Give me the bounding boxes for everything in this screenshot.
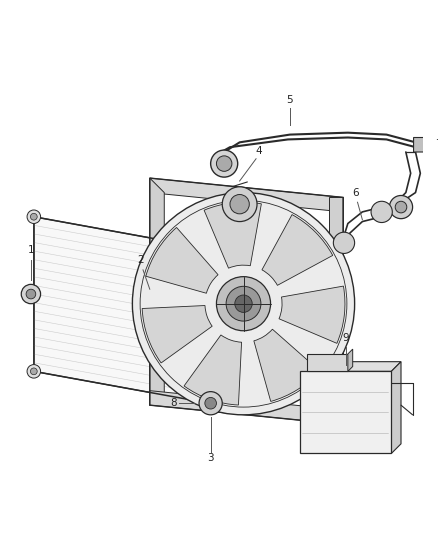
Polygon shape (328, 197, 343, 424)
Circle shape (27, 365, 41, 378)
Wedge shape (204, 202, 261, 268)
Polygon shape (413, 138, 427, 152)
Wedge shape (142, 305, 212, 363)
Polygon shape (300, 362, 401, 372)
Polygon shape (391, 362, 401, 454)
Text: 2: 2 (137, 255, 143, 265)
Text: 9: 9 (343, 333, 349, 343)
Circle shape (371, 201, 392, 223)
Text: 8: 8 (170, 398, 177, 408)
Circle shape (216, 277, 271, 331)
Circle shape (216, 156, 232, 171)
Wedge shape (279, 286, 345, 343)
Polygon shape (150, 178, 343, 212)
Circle shape (132, 192, 355, 415)
Circle shape (30, 368, 37, 375)
Circle shape (226, 286, 261, 321)
Circle shape (211, 150, 238, 177)
Circle shape (333, 232, 355, 254)
Wedge shape (146, 228, 218, 293)
Circle shape (389, 196, 413, 219)
Circle shape (222, 187, 257, 222)
Text: 5: 5 (286, 95, 293, 104)
Polygon shape (150, 391, 343, 424)
Wedge shape (262, 215, 333, 285)
Polygon shape (348, 349, 353, 372)
Circle shape (230, 195, 249, 214)
Circle shape (27, 210, 41, 223)
Polygon shape (307, 354, 348, 372)
Circle shape (239, 398, 254, 413)
Circle shape (26, 289, 36, 299)
Circle shape (30, 213, 37, 220)
Text: 3: 3 (207, 454, 214, 464)
Circle shape (395, 201, 407, 213)
Polygon shape (300, 372, 391, 454)
Circle shape (21, 285, 41, 304)
Text: 7: 7 (435, 139, 438, 149)
Circle shape (205, 398, 216, 409)
Circle shape (235, 295, 252, 312)
Text: 4: 4 (256, 146, 262, 156)
Circle shape (199, 392, 222, 415)
Wedge shape (254, 329, 320, 401)
Wedge shape (184, 335, 242, 405)
Polygon shape (150, 178, 164, 405)
Text: 1: 1 (28, 245, 34, 255)
Text: 6: 6 (352, 188, 359, 198)
Polygon shape (34, 217, 247, 410)
